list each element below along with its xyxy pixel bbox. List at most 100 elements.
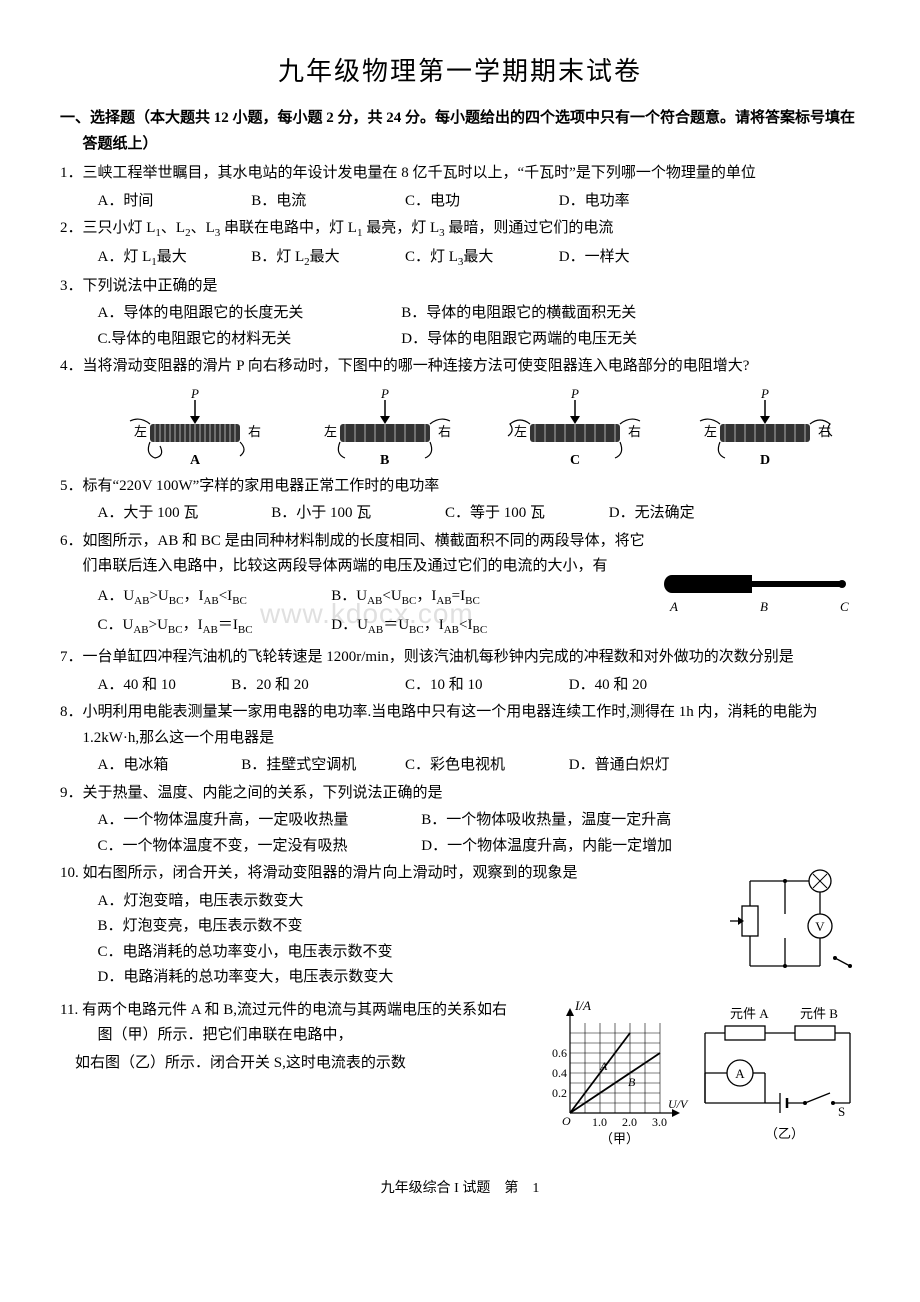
svg-text:I/A: I/A: [574, 998, 591, 1013]
svg-text:A: A: [190, 453, 201, 466]
svg-text:右: 右: [248, 424, 261, 439]
q2-text: 最暗，则通过它们的电流: [445, 220, 614, 236]
section-heading: 一、选择题（本大题共 12 小题，每小题 2 分，共 24 分。每小题给出的四个…: [60, 106, 860, 157]
svg-text:0.2: 0.2: [552, 1086, 567, 1100]
svg-text:3.0: 3.0: [652, 1115, 667, 1129]
svg-text:右: 右: [628, 424, 641, 439]
q3-opt-c: C.导体的电阻跟它的材料无关: [98, 327, 398, 353]
svg-text:（乙）: （乙）: [765, 1126, 804, 1141]
question-3-stem: 3．下列说法中正确的是: [60, 274, 860, 300]
q9-opt-b: B．一个物体吸收热量，温度一定升高: [421, 808, 671, 834]
q2-opt-c: C．灯 L3 最大: [405, 245, 555, 272]
q1-opt-a: A．时间: [98, 189, 248, 215]
q6-figure: A B C: [660, 569, 860, 629]
q7-opt-d: D．40 和 20: [569, 673, 647, 699]
svg-text:P: P: [380, 386, 389, 401]
question-8-options: A．电冰箱 B．挂壁式空调机 C．彩色电视机 D．普通白炽灯: [60, 753, 860, 779]
svg-text:A: A: [669, 599, 678, 614]
svg-text:左: 左: [134, 424, 147, 439]
q2-text: 串联在电路中，灯 L: [220, 220, 357, 236]
svg-text:B: B: [628, 1075, 636, 1089]
q3-opt-d: D．导体的电阻跟它两端的电压无关: [401, 327, 637, 353]
q2-opt-b: B．灯 L2 最大: [251, 245, 401, 272]
q5-opt-d: D．无法确定: [609, 501, 695, 527]
question-5-stem: 5．标有“220V 100W”字样的家用电器正常工作时的电功率: [60, 474, 860, 500]
q2-text: 、L: [161, 220, 185, 236]
question-9-stem: 9．关于热量、温度、内能之间的关系，下列说法正确的是: [60, 781, 860, 807]
q4-fig-a: P 左 右 A: [120, 386, 270, 466]
svg-text:P: P: [760, 386, 769, 401]
svg-text:S: S: [838, 1104, 845, 1119]
q6-opt-d: D．UAB＝UBC，IAB<IBC: [331, 611, 487, 641]
q8-opt-d: D．普通白炽灯: [569, 753, 670, 779]
q1-opt-d: D．电功率: [559, 189, 709, 215]
svg-text:（甲）: （甲）: [600, 1131, 639, 1146]
svg-text:元件 B: 元件 B: [800, 1006, 838, 1021]
svg-text:A: A: [599, 1059, 608, 1073]
question-7-stem: 7．一台单缸四冲程汽油机的飞轮转速是 1200r/min，则该汽油机每秒钟内完成…: [60, 645, 860, 671]
question-8-stem: 8．小明利用电能表测量某一家用电器的电功率.当电路中只有这一个用电器连续工作时,…: [60, 700, 860, 751]
svg-text:V: V: [815, 919, 825, 934]
svg-text:P: P: [190, 386, 199, 401]
q6-opt-b: B．UAB<UBC，IAB=IBC: [331, 582, 480, 612]
q2-text: 最亮，灯 L: [362, 220, 439, 236]
q8-opt-a: A．电冰箱: [98, 753, 238, 779]
q8-opt-c: C．彩色电视机: [405, 753, 565, 779]
question-9-options: A．一个物体温度升高，一定吸收热量 B．一个物体吸收热量，温度一定升高 C．一个…: [60, 808, 860, 859]
svg-text:左: 左: [704, 424, 717, 439]
q5-opt-c: C．等于 100 瓦: [445, 501, 605, 527]
svg-text:A: A: [735, 1066, 745, 1081]
q9-opt-a: A．一个物体温度升高，一定吸收热量: [98, 808, 418, 834]
q9-opt-c: C．一个物体温度不变，一定没有吸热: [98, 834, 418, 860]
question-5-options: A．大于 100 瓦 B．小于 100 瓦 C．等于 100 瓦 D．无法确定: [60, 501, 860, 527]
svg-text:P: P: [570, 386, 579, 401]
svg-text:O: O: [562, 1114, 571, 1128]
svg-text:C: C: [840, 599, 849, 614]
svg-text:右: 右: [438, 424, 451, 439]
q11-figures: I/A 0.2 0.4 0.6 O 1.0 2.0 3.0 U/V A: [530, 998, 860, 1158]
svg-text:B: B: [760, 599, 768, 614]
q3-opt-b: B．导体的电阻跟它的横截面积无关: [401, 301, 636, 327]
question-1-options: A．时间 B．电流 C．电功 D．电功率: [60, 189, 860, 215]
svg-text:2.0: 2.0: [622, 1115, 637, 1129]
question-4-stem: 4．当将滑动变阻器的滑片 P 向右移动时，下图中的哪一种连接方法可使变阻器连入电…: [60, 354, 860, 380]
q7-opt-a: A．40 和 10: [98, 673, 228, 699]
q1-opt-b: B．电流: [251, 189, 401, 215]
svg-text:左: 左: [324, 424, 337, 439]
q10-figure: V: [720, 866, 860, 996]
question-2-options: A．灯 L1 最大 B．灯 L2 最大 C．灯 L3 最大 D．一样大: [60, 245, 860, 272]
page-title: 九年级物理第一学期期末试卷: [60, 50, 860, 94]
svg-text:0.6: 0.6: [552, 1046, 567, 1060]
svg-text:U/V: U/V: [668, 1097, 689, 1111]
svg-text:1.0: 1.0: [592, 1115, 607, 1129]
q3-opt-a: A．导体的电阻跟它的长度无关: [98, 301, 398, 327]
q7-opt-b: B．20 和 20: [231, 673, 401, 699]
svg-text:左: 左: [514, 424, 527, 439]
q5-opt-b: B．小于 100 瓦: [271, 501, 441, 527]
question-1-stem: 1．三峡工程举世瞩目，其水电站的年设计发电量在 8 亿千瓦时以上，“千瓦时”是下…: [60, 161, 860, 187]
question-3-options: A．导体的电阻跟它的长度无关 B．导体的电阻跟它的横截面积无关 C.导体的电阻跟…: [60, 301, 860, 352]
svg-text:C: C: [570, 453, 580, 466]
q7-opt-c: C．10 和 10: [405, 673, 565, 699]
q2-text: 2．三只小灯 L: [60, 220, 155, 236]
svg-text:元件 A: 元件 A: [730, 1006, 769, 1021]
q2-opt-a: A．灯 L1 最大: [98, 245, 248, 272]
q4-fig-b: P 左 右 B: [310, 386, 460, 466]
q9-opt-d: D．一个物体温度升高，内能一定增加: [421, 834, 672, 860]
q4-fig-c: P 左 右 C: [500, 386, 650, 466]
page-footer: 九年级综合 I 试题 第 1: [60, 1177, 860, 1201]
q2-text: 、L: [191, 220, 215, 236]
question-4-figures: P 左 右 A P 左 右 B: [100, 386, 860, 466]
q5-opt-a: A．大于 100 瓦: [98, 501, 268, 527]
q4-fig-d: P 左 右 D: [690, 386, 840, 466]
q6-opt-a: A．UAB>UBC，IAB<IBC: [98, 582, 328, 612]
q2-opt-d: D．一样大: [559, 245, 709, 271]
svg-text:D: D: [760, 453, 770, 466]
q6-opt-c: C．UAB>UBC，IAB＝IBC: [98, 611, 328, 641]
svg-text:B: B: [380, 453, 389, 466]
q8-opt-b: B．挂壁式空调机: [241, 753, 401, 779]
svg-text:0.4: 0.4: [552, 1066, 567, 1080]
q1-opt-c: C．电功: [405, 189, 555, 215]
question-7-options: A．40 和 10 B．20 和 20 C．10 和 10 D．40 和 20: [60, 673, 860, 699]
question-2-stem: 2．三只小灯 L1、L2、L3 串联在电路中，灯 L1 最亮，灯 L3 最暗，则…: [60, 216, 860, 243]
